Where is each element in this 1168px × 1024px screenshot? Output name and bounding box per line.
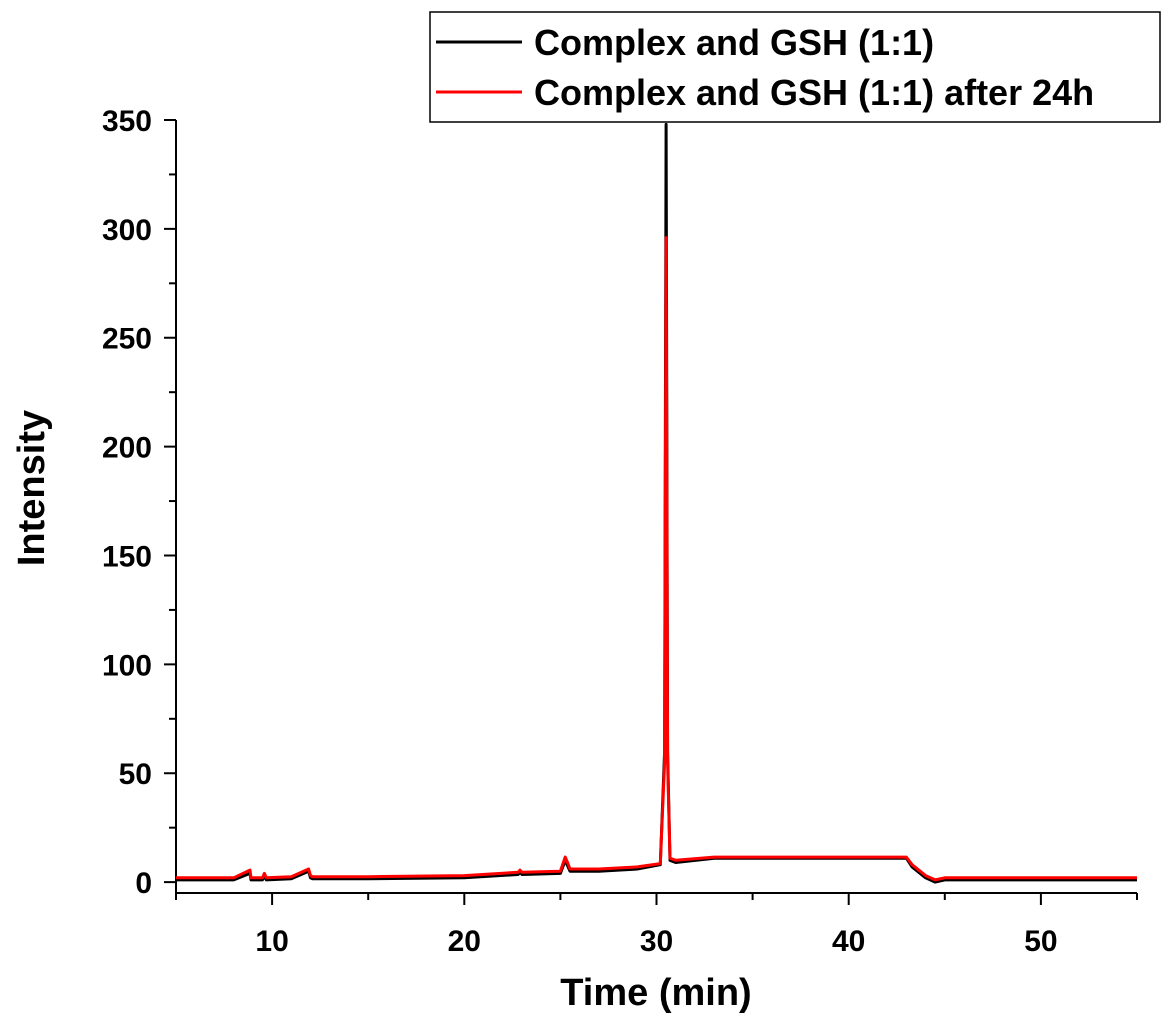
y-tick-label: 100	[102, 649, 152, 682]
y-tick-label: 350	[102, 105, 152, 138]
y-tick-label: 150	[102, 540, 152, 573]
legend-box	[429, 11, 1161, 123]
x-axis-title: Time (min)	[560, 972, 751, 1014]
y-tick-label: 200	[102, 432, 152, 465]
series-line-0	[176, 122, 1137, 884]
x-tick-label: 40	[832, 925, 865, 958]
series-layer	[176, 122, 1137, 884]
legend-label-series-0: Complex and GSH (1:1)	[534, 22, 934, 63]
y-ticks: 0 50 100 150 200 250 300 350	[102, 105, 176, 900]
y-axis-title: Intensity	[11, 410, 53, 566]
x-tick-label: 50	[1024, 925, 1057, 958]
legend: Complex and GSH (1:1) Complex and GSH (1…	[429, 11, 1161, 123]
series-line-1	[176, 236, 1137, 882]
x-ticks: 10 20 30 40 50	[175, 893, 1138, 958]
x-tick-label: 20	[448, 925, 481, 958]
y-tick-label: 50	[119, 758, 152, 791]
y-tick-label: 300	[102, 214, 152, 247]
axes	[175, 120, 1137, 894]
x-tick-label: 10	[255, 925, 288, 958]
legend-label-series-1: Complex and GSH (1:1) after 24h	[534, 72, 1094, 113]
y-tick-label: 0	[135, 867, 152, 900]
x-tick-label: 30	[640, 925, 673, 958]
y-tick-label: 250	[102, 323, 152, 356]
